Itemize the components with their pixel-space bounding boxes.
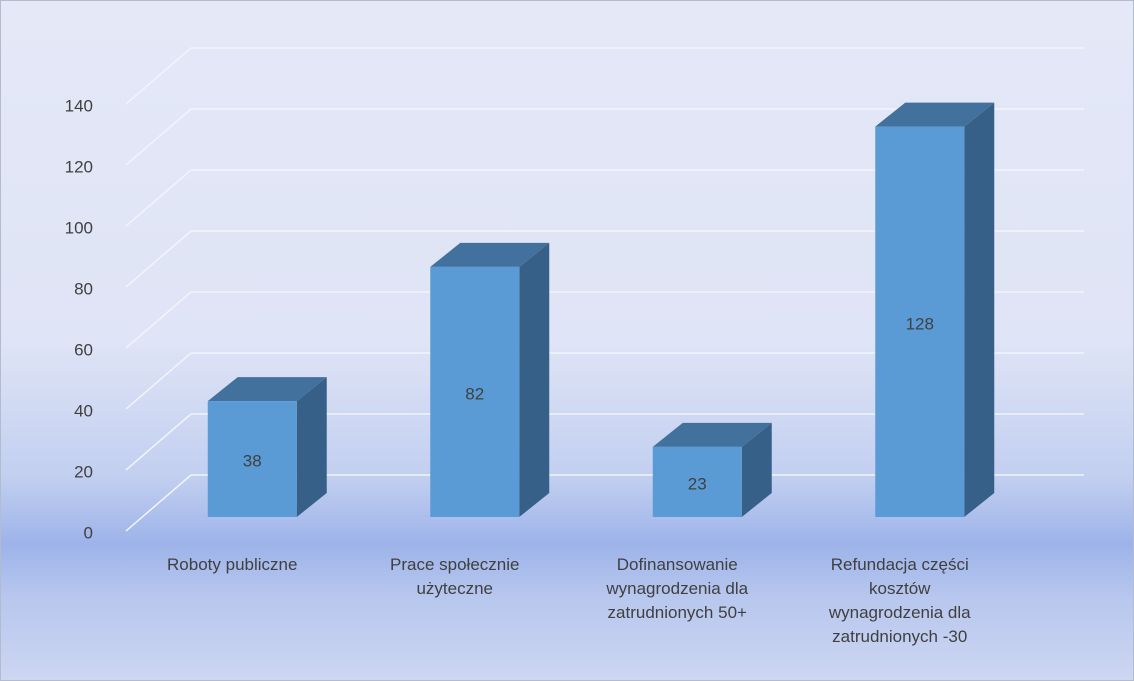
y-tick-label: 80	[74, 279, 93, 298]
grid-line	[125, 352, 192, 410]
y-tick-label: 20	[74, 462, 93, 481]
x-tick-label: Roboty publiczne	[167, 555, 298, 574]
bar-side	[964, 102, 995, 517]
bar	[652, 446, 742, 517]
bar-top	[207, 377, 327, 402]
grid-line	[125, 230, 192, 288]
y-tick-label: 120	[65, 157, 93, 176]
y-tick-label: 40	[74, 401, 93, 420]
y-tick-label: 60	[74, 340, 93, 359]
grid-line	[125, 413, 192, 471]
grid-line	[125, 474, 192, 532]
x-tick-label: Prace społecznie użyteczne	[390, 555, 520, 598]
data-label: 38	[243, 452, 262, 471]
y-tick-label: 100	[65, 218, 93, 237]
bar-top	[430, 242, 550, 267]
bar-side	[296, 377, 327, 517]
bar-side	[519, 242, 550, 517]
grid-line	[125, 169, 192, 227]
x-tick-label: Dofinansowanie wynagrodzenia dla zatrudn…	[606, 555, 749, 622]
data-label: 23	[688, 474, 707, 493]
y-tick-label: 140	[65, 96, 93, 115]
data-label: 128	[906, 314, 934, 333]
bar	[430, 266, 520, 517]
data-label: 82	[465, 384, 484, 403]
bar-side	[741, 422, 772, 517]
grid-line	[125, 108, 192, 166]
bar-top	[652, 422, 772, 447]
bar	[207, 401, 297, 517]
grid-line	[125, 291, 192, 349]
y-tick-label: 0	[84, 523, 93, 542]
bar-top	[875, 102, 995, 127]
x-tick-label: Refundacja części kosztów wynagrodzenia …	[828, 555, 971, 646]
grid-line	[125, 47, 192, 105]
bar	[875, 126, 965, 517]
